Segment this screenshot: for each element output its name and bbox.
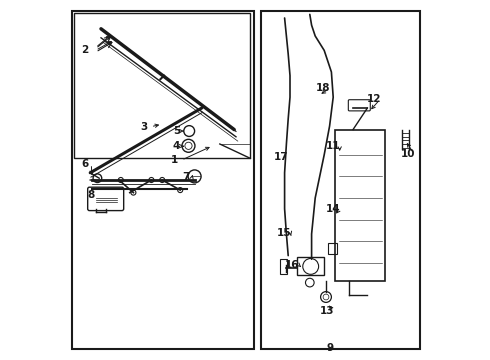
Circle shape <box>178 188 183 193</box>
Circle shape <box>118 177 123 183</box>
Text: 13: 13 <box>320 306 334 316</box>
Text: 4: 4 <box>173 141 180 151</box>
Bar <box>297 257 324 275</box>
Circle shape <box>131 190 136 195</box>
Text: 2: 2 <box>81 45 88 55</box>
Text: 12: 12 <box>367 94 381 104</box>
Text: 11: 11 <box>326 141 341 151</box>
Bar <box>335 130 386 281</box>
Text: 9: 9 <box>326 343 333 353</box>
Text: 15: 15 <box>277 228 291 238</box>
Text: 7: 7 <box>182 172 189 182</box>
Text: 3: 3 <box>141 122 148 132</box>
Text: 8: 8 <box>87 190 95 200</box>
Circle shape <box>160 177 165 183</box>
Bar <box>328 243 337 254</box>
Text: 17: 17 <box>274 152 288 162</box>
Text: 1: 1 <box>171 155 178 165</box>
Text: 16: 16 <box>285 260 299 270</box>
Text: 18: 18 <box>316 83 331 93</box>
Text: 14: 14 <box>326 204 341 214</box>
Text: 10: 10 <box>400 149 415 159</box>
Circle shape <box>149 177 154 183</box>
Text: 5: 5 <box>173 126 180 136</box>
Text: 6: 6 <box>81 159 88 169</box>
Bar <box>280 259 287 274</box>
